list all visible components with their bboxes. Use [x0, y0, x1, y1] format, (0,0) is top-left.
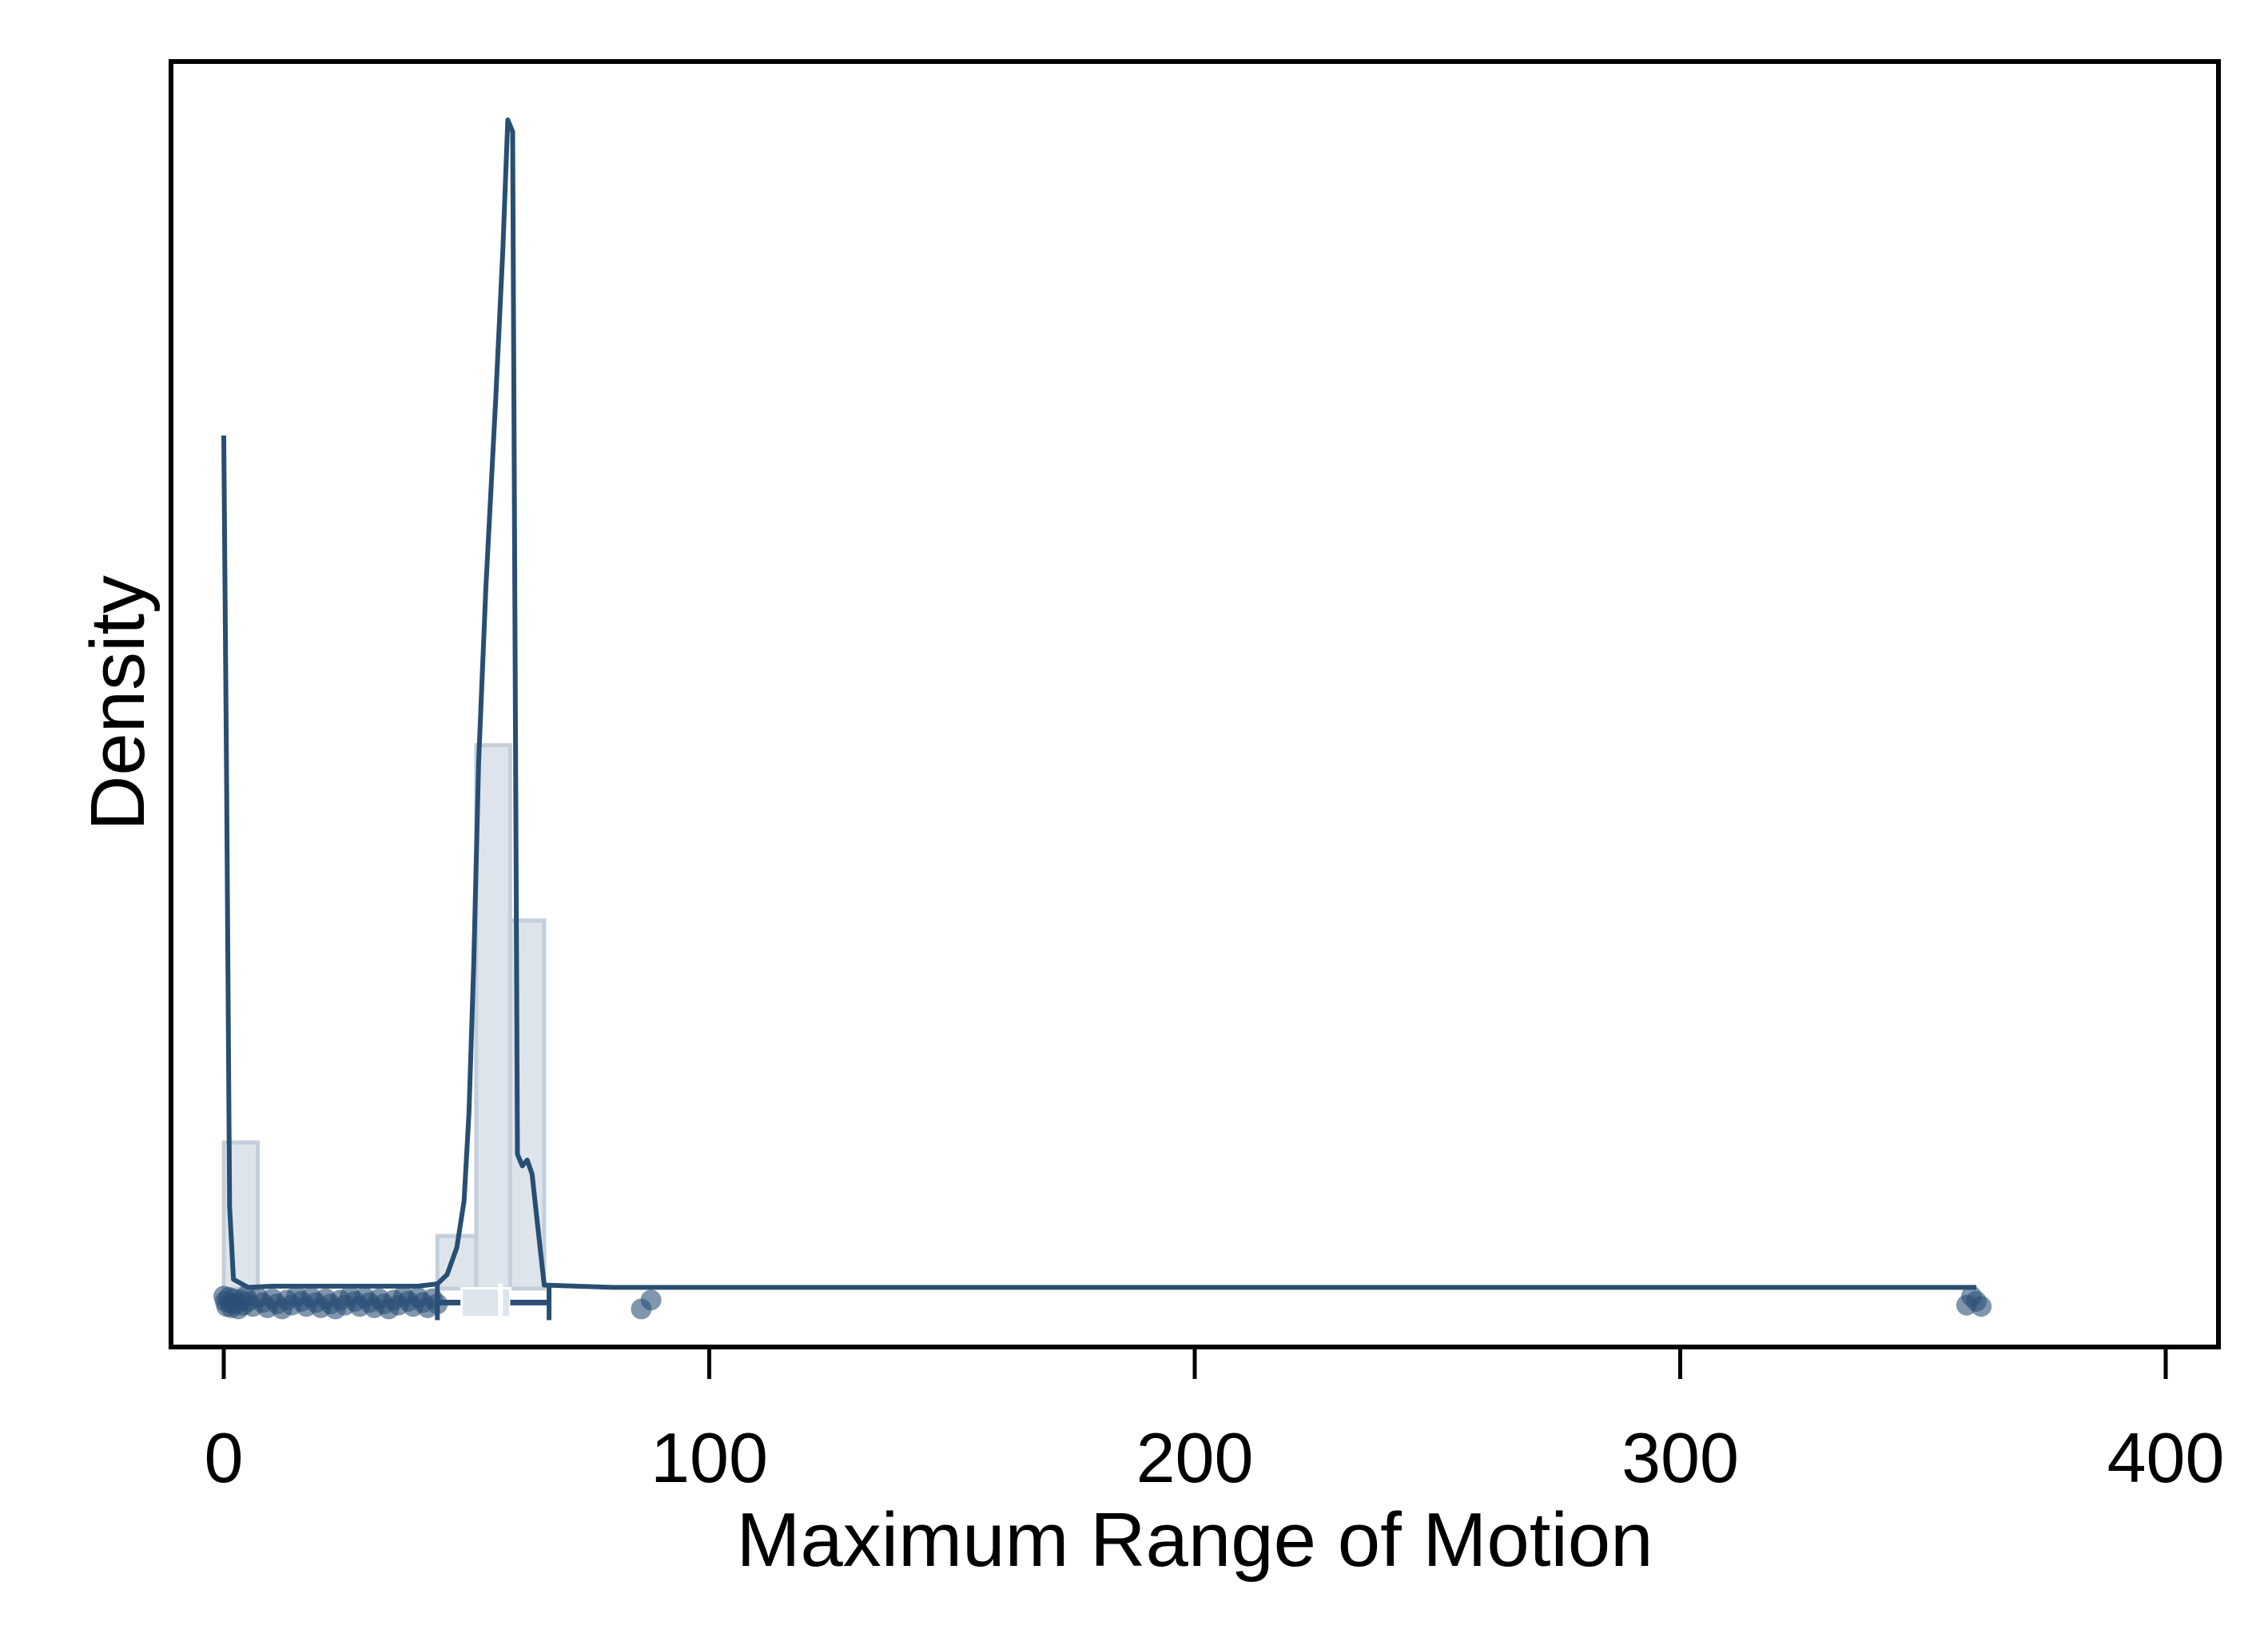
x-tick-label-100: 100	[651, 1418, 768, 1497]
x-tick-label-400: 400	[2107, 1418, 2225, 1497]
histogram-bar-3	[474, 743, 512, 1291]
box-plot-layer	[435, 1283, 552, 1322]
x-axis-ticks: 0 100 200 300 400	[205, 1347, 2225, 1497]
data-points-layer	[213, 1285, 1992, 1320]
x-tick-label-200: 200	[1136, 1418, 1254, 1497]
data-point-57	[1971, 1296, 1992, 1317]
box-iqr	[460, 1286, 511, 1318]
y-axis-title: Density	[75, 575, 161, 831]
density-curve-layer	[221, 117, 1977, 1290]
density-curve	[221, 117, 1977, 1290]
data-point-53	[640, 1289, 662, 1311]
x-tick-label-0: 0	[205, 1418, 244, 1497]
x-tick-label-300: 300	[1621, 1418, 1739, 1497]
data-point-51	[427, 1293, 448, 1315]
x-axis-title: Maximum Range of Motion	[736, 1497, 1653, 1583]
